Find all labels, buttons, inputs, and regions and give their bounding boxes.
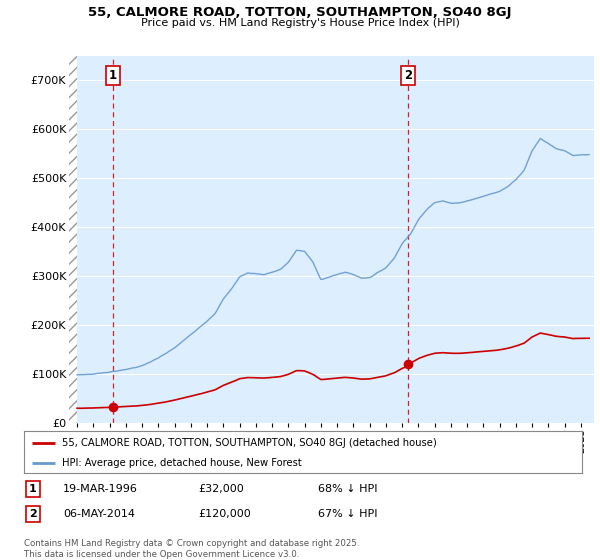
Text: 1: 1 — [109, 69, 117, 82]
Text: 55, CALMORE ROAD, TOTTON, SOUTHAMPTON, SO40 8GJ (detached house): 55, CALMORE ROAD, TOTTON, SOUTHAMPTON, S… — [62, 438, 437, 448]
Text: £120,000: £120,000 — [198, 509, 251, 519]
Text: Price paid vs. HM Land Registry's House Price Index (HPI): Price paid vs. HM Land Registry's House … — [140, 18, 460, 28]
Text: 2: 2 — [29, 509, 37, 519]
Text: Contains HM Land Registry data © Crown copyright and database right 2025.
This d: Contains HM Land Registry data © Crown c… — [24, 539, 359, 559]
Text: HPI: Average price, detached house, New Forest: HPI: Average price, detached house, New … — [62, 458, 302, 468]
Text: 68% ↓ HPI: 68% ↓ HPI — [318, 484, 377, 494]
Text: 55, CALMORE ROAD, TOTTON, SOUTHAMPTON, SO40 8GJ: 55, CALMORE ROAD, TOTTON, SOUTHAMPTON, S… — [88, 6, 512, 18]
Text: 06-MAY-2014: 06-MAY-2014 — [63, 509, 135, 519]
Text: 67% ↓ HPI: 67% ↓ HPI — [318, 509, 377, 519]
Text: 1: 1 — [29, 484, 37, 494]
Text: 2: 2 — [404, 69, 412, 82]
Bar — [69, 56, 77, 423]
Text: £32,000: £32,000 — [198, 484, 244, 494]
Text: 19-MAR-1996: 19-MAR-1996 — [63, 484, 138, 494]
